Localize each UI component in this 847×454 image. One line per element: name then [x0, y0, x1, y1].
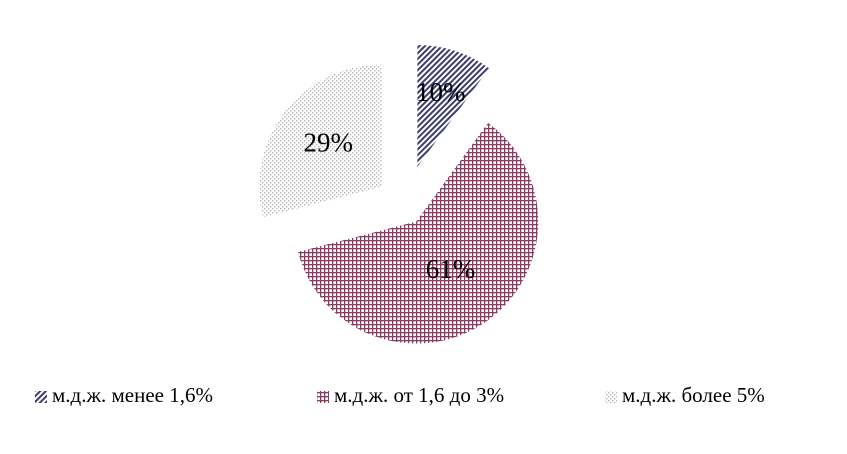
- pie-slice: [259, 64, 382, 217]
- data-label: 10%: [416, 77, 466, 107]
- legend-swatch: [317, 391, 329, 403]
- legend-swatch: [35, 391, 47, 403]
- pie-slice: [298, 122, 539, 344]
- legend-swatch: [605, 391, 617, 403]
- data-label: 61%: [426, 254, 476, 284]
- data-label: 29%: [304, 128, 354, 158]
- legend-label: м.д.ж. от 1,6 до 3%: [334, 383, 504, 407]
- pie-slice: [417, 44, 490, 167]
- legend-label: м.д.ж. более 5%: [622, 383, 765, 407]
- legend-label: м.д.ж. менее 1,6%: [52, 383, 213, 407]
